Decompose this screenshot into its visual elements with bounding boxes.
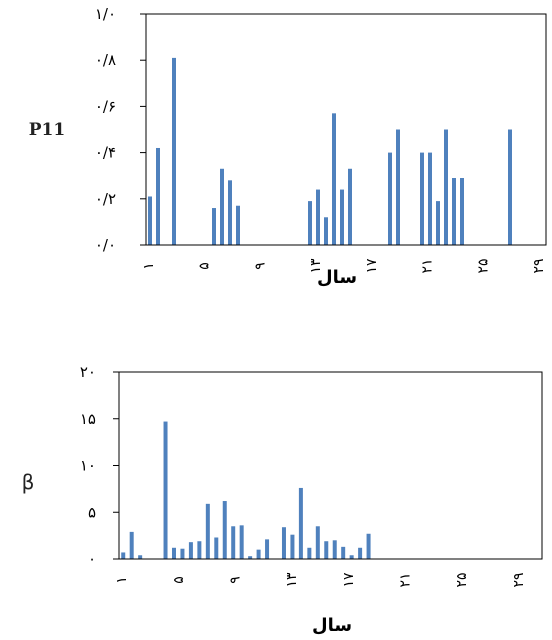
- p11-bar: [332, 113, 336, 245]
- beta-x-tick-label: ۲۱: [398, 572, 414, 587]
- beta-x-tick-label: ۵: [171, 576, 187, 584]
- beta-y-tick-label: ۵: [88, 503, 96, 521]
- beta-x-tick-label: ۲۵: [454, 572, 470, 587]
- beta-bar: [256, 549, 261, 559]
- p11-x-tick-label: ۲۹: [531, 258, 547, 273]
- p11-y-tick-label: ۰/۶: [95, 97, 116, 115]
- beta-bars: [121, 421, 371, 559]
- p11-bar: [396, 129, 400, 245]
- beta-bar: [222, 501, 227, 559]
- p11-x-tick-label: ۵: [197, 262, 213, 270]
- p11-y-ticks: ۰/۰ ۰/۲ ۰/۴ ۰/۶ ۰/۸ ۱/۰: [95, 5, 146, 254]
- beta-x-tick-label: ۱: [114, 576, 130, 584]
- beta-bar: [121, 552, 126, 559]
- p11-bar: [212, 208, 216, 245]
- p11-bar: [460, 178, 464, 245]
- beta-bar: [188, 542, 193, 559]
- beta-bar: [129, 531, 134, 559]
- p11-y-tick-label: ۱/۰: [95, 5, 116, 23]
- p11-bar: [236, 205, 240, 245]
- p11-x-axis-title: سال: [317, 267, 357, 288]
- p11-bar: [172, 57, 176, 245]
- beta-x-tick-label: ۱۷: [341, 572, 357, 588]
- p11-bar: [340, 189, 344, 245]
- beta-y-tick-label: ۰: [88, 550, 96, 568]
- beta-bar: [265, 539, 270, 559]
- beta-plot-frame: [118, 371, 543, 560]
- p11-y-tick-label: ۰/۰: [95, 236, 116, 254]
- p11-bar: [420, 152, 424, 245]
- p11-x-tick-label: ۱: [141, 262, 157, 270]
- beta-bar: [197, 541, 202, 559]
- p11-bar: [148, 196, 152, 245]
- beta-bar: [349, 555, 354, 559]
- beta-x-tick-label: ۹: [227, 576, 243, 584]
- p11-plot-frame: [145, 13, 547, 246]
- p11-bar: [308, 201, 312, 245]
- p11-bar: [436, 201, 440, 245]
- beta-x-tick-label: ۱۳: [284, 572, 300, 588]
- beta-bar: [205, 503, 210, 559]
- beta-x-tick-label: ۲۹: [511, 572, 527, 587]
- beta-y-axis-label: β: [22, 470, 35, 494]
- beta-bar: [138, 555, 143, 559]
- p11-y-tick-label: ۰/۴: [95, 144, 116, 162]
- p11-y-axis-label: P11: [29, 120, 65, 140]
- beta-bar: [307, 547, 312, 559]
- p11-bar: [156, 147, 160, 245]
- p11-bar: [428, 152, 432, 245]
- beta-y-tick-label: ۱۰: [80, 457, 96, 475]
- beta-bar: [366, 533, 371, 559]
- beta-bar: [341, 546, 346, 559]
- p11-bar: [324, 217, 328, 245]
- beta-y-ticks: ۰ ۵ ۱۰ ۱۵ ۲۰: [80, 363, 119, 568]
- p11-bars: [148, 57, 512, 245]
- p11-bar: [348, 168, 352, 245]
- p11-bar: [452, 178, 456, 245]
- p11-x-ticks: ۱ ۵ ۹ ۱۳ ۱۷ ۲۱ ۲۵ ۲۹: [141, 258, 547, 274]
- beta-bar: [231, 526, 236, 559]
- beta-x-axis-title: سال: [312, 615, 352, 636]
- p11-x-tick-label: ۲۱: [420, 258, 436, 273]
- p11-bar: [220, 168, 224, 245]
- p11-bar: [388, 152, 392, 245]
- p11-bar: [508, 129, 512, 245]
- beta-bar: [163, 421, 168, 559]
- beta-bar: [214, 537, 219, 559]
- beta-bar: [358, 547, 363, 559]
- beta-y-tick-label: ۲۰: [80, 363, 96, 381]
- p11-y-tick-label: ۰/۸: [95, 51, 116, 69]
- p11-x-tick-label: ۱۷: [364, 258, 380, 274]
- beta-bar: [298, 487, 303, 559]
- p11-x-tick-label: ۲۵: [475, 258, 491, 273]
- beta-x-ticks: ۱ ۵ ۹ ۱۳ ۱۷ ۲۱ ۲۵ ۲۹: [114, 572, 527, 588]
- beta-y-tick-label: ۱۵: [80, 410, 96, 428]
- p11-bar: [228, 180, 232, 245]
- beta-bar: [324, 541, 329, 559]
- beta-bar: [239, 525, 244, 559]
- p11-bar: [316, 189, 320, 245]
- chart-p11: P11 ۰/۰ ۰/۲ ۰/۴ ۰/۶ ۰/۸ ۱/۰ ۱ ۵ ۹ ۱۳ ۱۷ ۲۱ ۲۵ ۲۹ سال: [29, 5, 547, 288]
- p11-y-tick-label: ۰/۲: [95, 190, 116, 208]
- beta-bar: [180, 548, 185, 559]
- beta-bar: [332, 540, 337, 559]
- beta-bar: [290, 534, 295, 559]
- beta-bar: [281, 527, 286, 559]
- p11-x-tick-label: ۹: [252, 262, 268, 270]
- beta-bar: [171, 547, 176, 559]
- beta-bar: [315, 526, 320, 559]
- p11-bar: [444, 129, 448, 245]
- p11-x-tick-label: ۱۳: [308, 258, 324, 274]
- beta-bar: [248, 556, 253, 559]
